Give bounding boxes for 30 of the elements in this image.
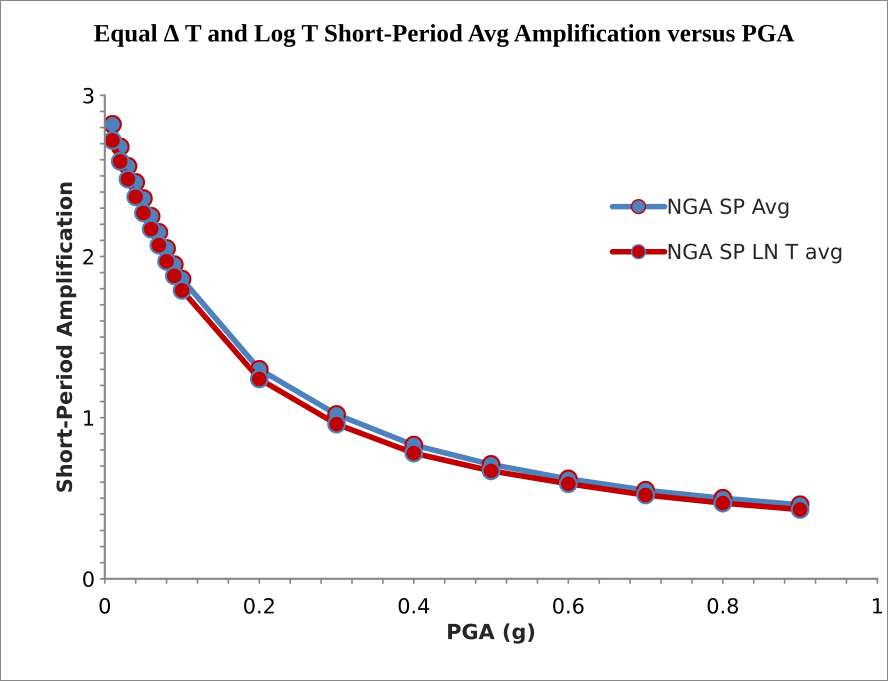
point [172, 280, 192, 300]
legend-label: NGA SP Avg [668, 198, 788, 218]
point [164, 266, 184, 286]
chart-title: Equal ∆ T and Log T Short-Period Avg Amplification versus PGA [94, 24, 794, 47]
legend-label: NGA SP LN T avg [668, 244, 842, 264]
x-tick-label: 0.2 [244, 598, 274, 614]
point [327, 414, 346, 434]
point [636, 486, 655, 504]
point [790, 500, 810, 519]
point [142, 220, 161, 238]
point [118, 170, 138, 189]
point [157, 252, 176, 271]
point [110, 152, 130, 171]
x-tick-label: 0.8 [708, 598, 738, 614]
point [126, 188, 146, 206]
y-tick-label: 1 [84, 410, 94, 426]
x-tick-label: 0.4 [398, 598, 430, 614]
point [250, 370, 269, 388]
y-tick-label: 3 [83, 88, 94, 104]
point [713, 494, 732, 512]
y-tick-label: 0 [83, 571, 94, 588]
point [149, 236, 168, 255]
y-tick-label: 2 [83, 248, 93, 264]
x-axis-title: PGA (g) [448, 623, 534, 644]
x-tick-label: 0.6 [553, 598, 584, 614]
x-tick-label: 1 [873, 598, 882, 614]
x-tick-label: 0 [100, 598, 110, 614]
y-axis-title: Short-Period Amplification [56, 182, 76, 492]
point [404, 444, 424, 463]
point [134, 204, 153, 222]
